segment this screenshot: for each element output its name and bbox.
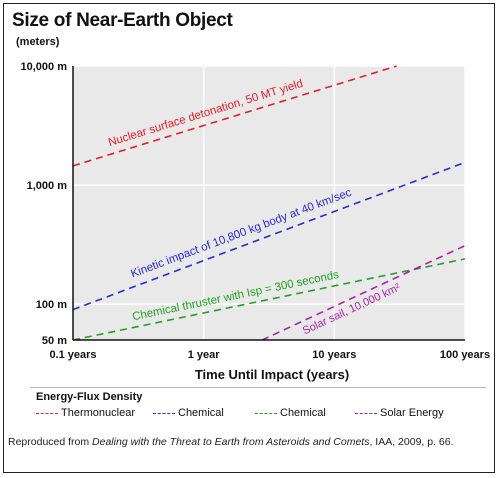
x-tick-label: 10 years xyxy=(312,349,356,361)
y-tick-label: 100 m xyxy=(36,299,67,311)
y-tick-label: 1,000 m xyxy=(27,180,68,192)
source-caption: Reproduced from Dealing with the Threat … xyxy=(8,436,488,449)
caption-source-title: Dealing with the Threat to Earth from As… xyxy=(92,436,370,448)
chart-title: Size of Near-Earth Object xyxy=(12,10,233,31)
tick-labels: 50 m 100 m 1,000 m 10,000 m 0.1 years 1 year 1… xyxy=(21,61,491,361)
series-line xyxy=(261,244,466,341)
series-line xyxy=(72,161,466,311)
legend-label: Solar Energy xyxy=(380,407,444,419)
y-tick-label: 50 m xyxy=(42,335,67,347)
legend-divider xyxy=(30,387,486,388)
legend-label: Thermonuclear xyxy=(61,407,135,419)
grid xyxy=(73,65,466,340)
legend-swatch xyxy=(153,412,175,414)
legend-label: Chemical xyxy=(280,407,326,419)
x-axis-label: Time Until Impact (years) xyxy=(195,367,349,382)
axes xyxy=(72,66,465,341)
legend-title: Energy-Flux Density xyxy=(36,391,143,403)
legend-swatch xyxy=(255,412,277,414)
legend-item: Chemical xyxy=(255,407,326,419)
series-lines xyxy=(72,65,466,341)
y-axis-units: (meters) xyxy=(16,36,60,48)
chart-plot: Nuclear surface detonation, 50 MT yieldK… xyxy=(21,61,491,382)
legend-swatch xyxy=(36,412,58,414)
series-line xyxy=(72,65,397,167)
caption-suffix: , IAA, 2009, p. 66. xyxy=(369,436,454,448)
legend-item: Thermonuclear xyxy=(36,407,135,419)
caption-prefix: Reproduced from xyxy=(8,436,93,448)
y-tick-label: 10,000 m xyxy=(21,61,68,73)
series-line xyxy=(72,258,466,341)
legend-label: Chemical xyxy=(178,407,224,419)
x-tick-label: 1 year xyxy=(188,349,221,361)
legend-swatch xyxy=(355,412,377,414)
x-tick-label: 100 years xyxy=(440,349,490,361)
x-tick-label: 0.1 years xyxy=(49,349,96,361)
plot-background xyxy=(73,66,465,340)
legend-item: Chemical xyxy=(153,407,224,419)
legend-item: Solar Energy xyxy=(355,407,444,419)
